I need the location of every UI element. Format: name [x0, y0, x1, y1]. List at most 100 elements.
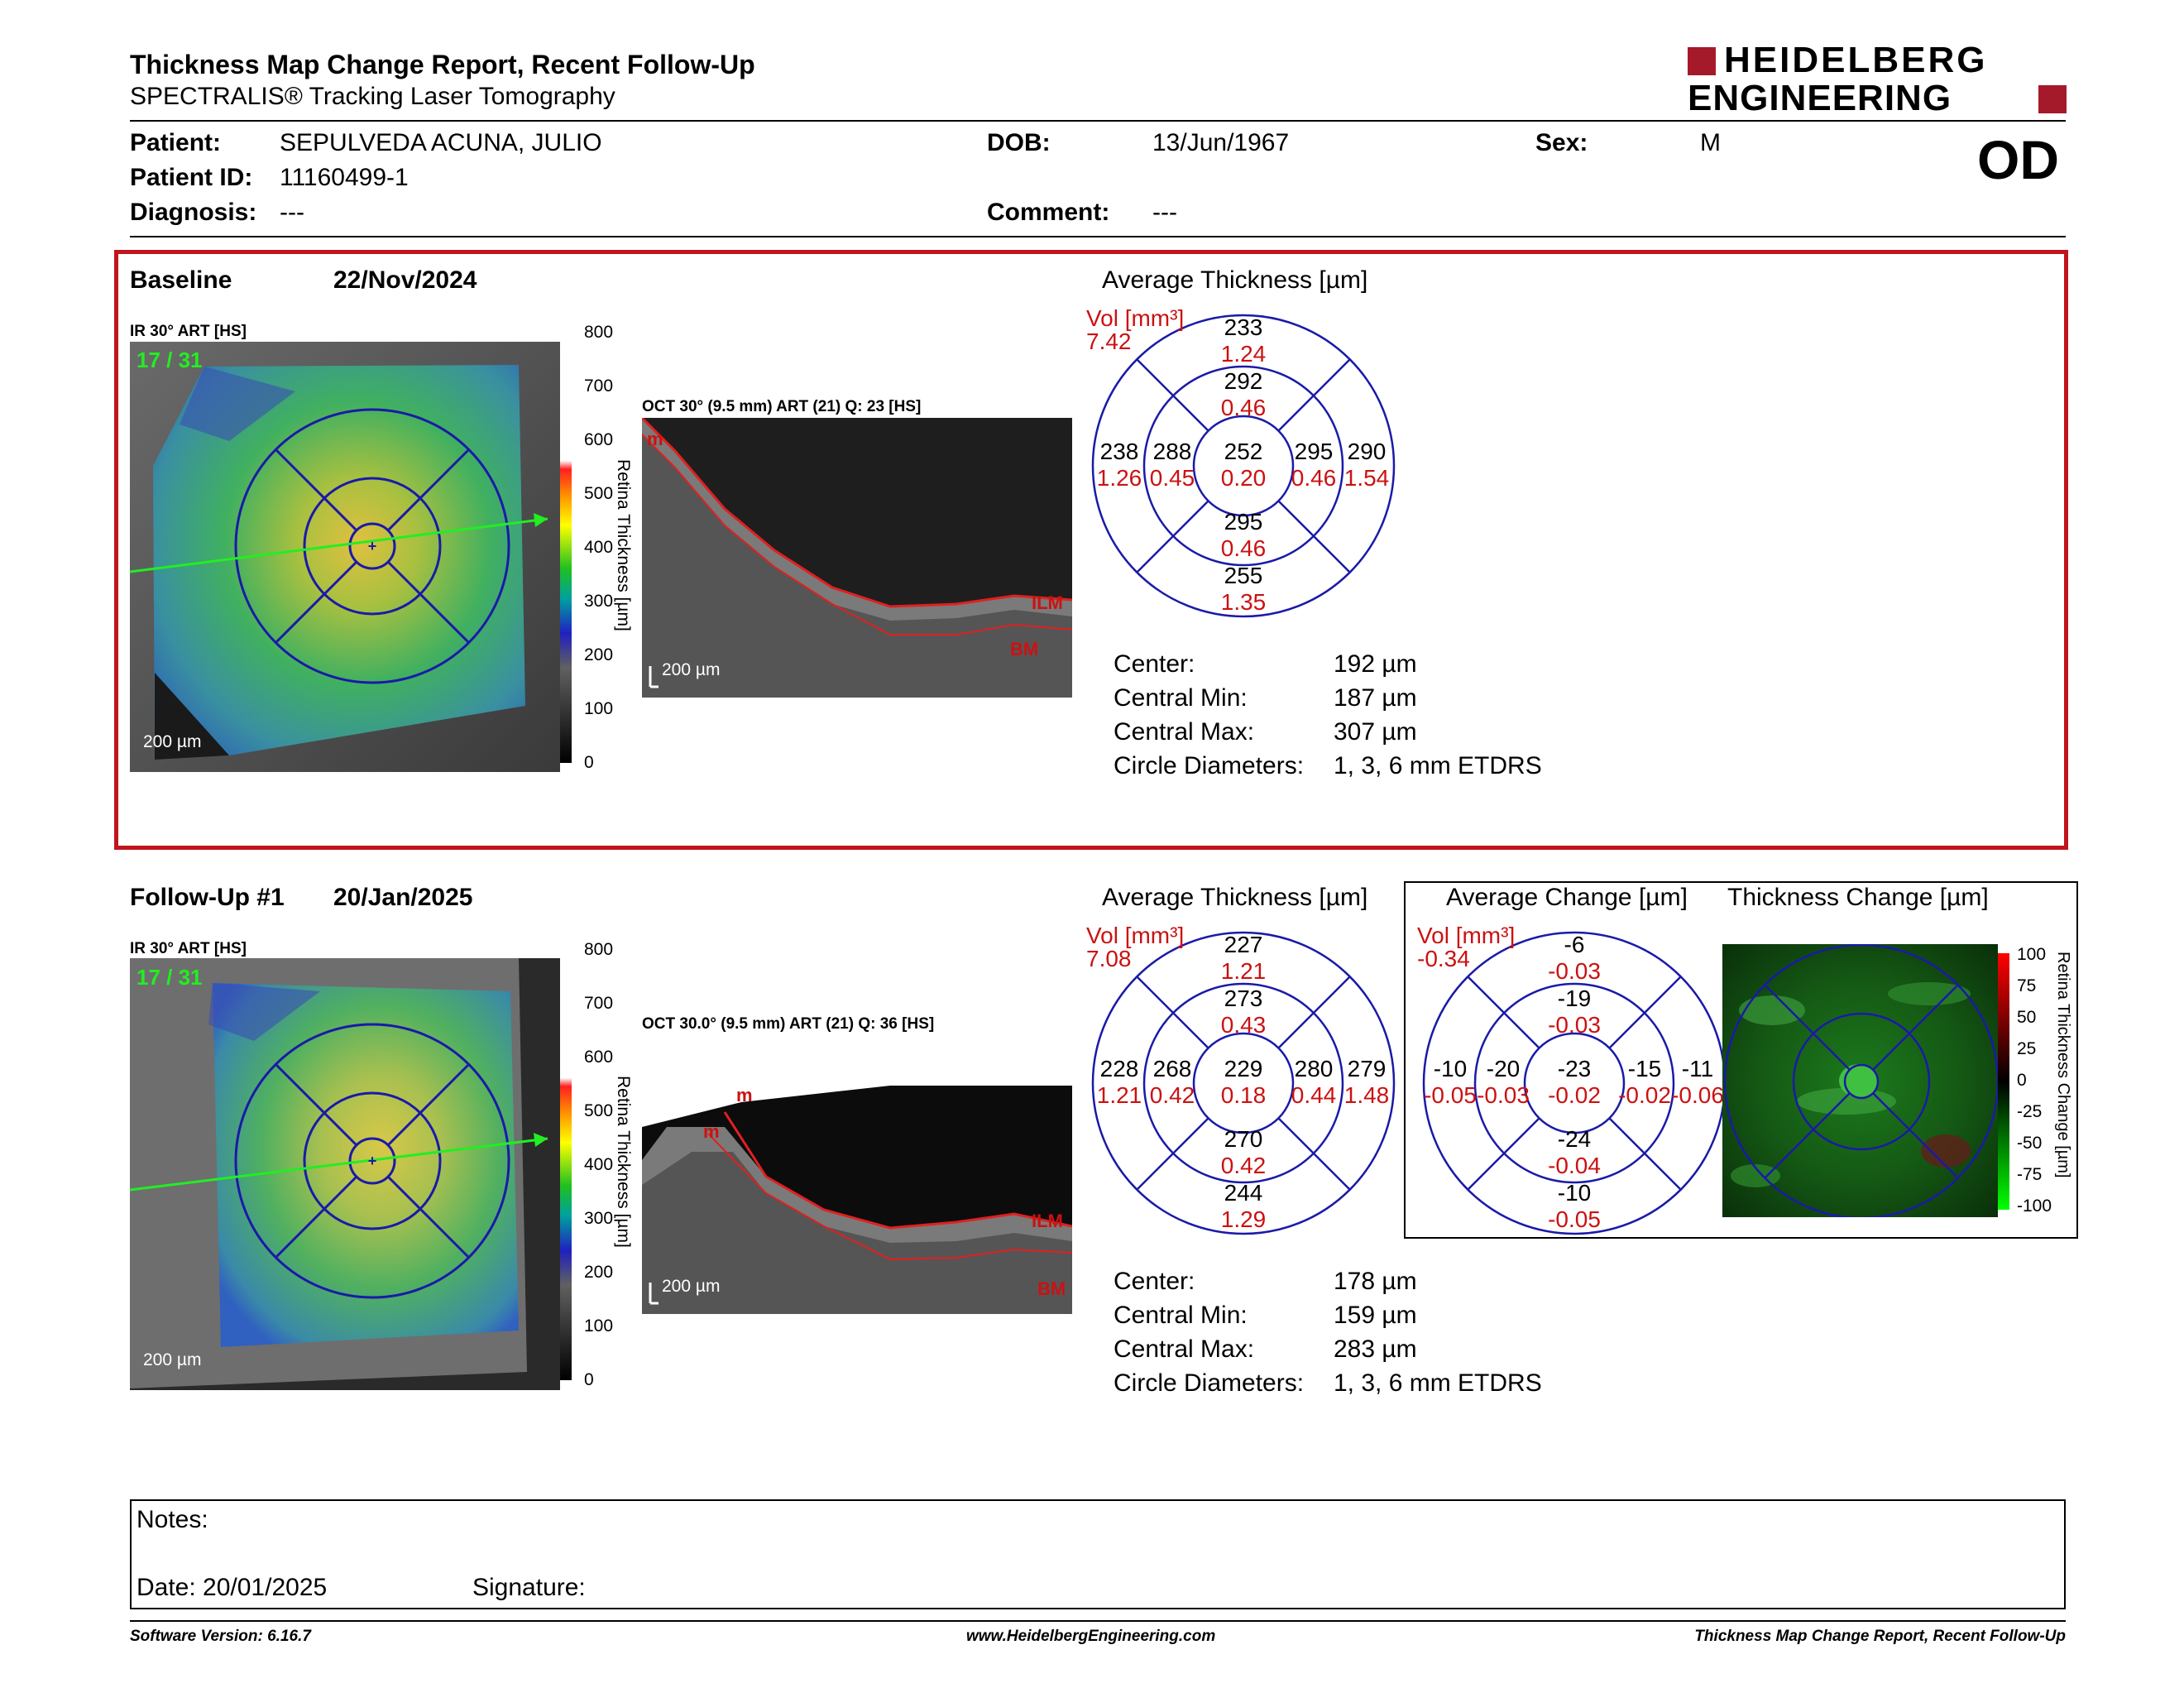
tick-label: 0 [584, 753, 594, 772]
followup-map-scale: 200 µm [143, 1350, 202, 1369]
followup-ir-title: IR 30° ART [HS] [130, 940, 247, 957]
followup-oct-scale: 200 µm [662, 1277, 721, 1296]
tick-label: 600 [584, 1048, 614, 1067]
followup-oct-m2-label: m [703, 1121, 720, 1142]
baseline-oct-m-label: m [647, 429, 663, 449]
patient-id-label: Patient ID: [130, 164, 253, 191]
change-colorbar-ticks: 100 75 50 25 0 -25 -50 -75 -100 [2012, 945, 2062, 1218]
sex-value: M [1700, 129, 1721, 156]
tick-label: 200 [584, 1263, 614, 1282]
diagnosis-label: Diagnosis: [130, 199, 257, 226]
baseline-stat-label: Center: [1114, 650, 1195, 678]
baseline-oct-scale: 200 µm [662, 660, 721, 679]
baseline-frame [114, 250, 2068, 850]
footer-report-name: Thickness Map Change Report, Recent Foll… [1694, 1628, 2066, 1645]
tick-label: 600 [584, 430, 614, 449]
tick-label: 800 [584, 940, 614, 959]
patient-rule [130, 236, 2066, 237]
report-title: Thickness Map Change Report, Recent Foll… [130, 50, 755, 79]
tick-label: 0 [584, 1370, 594, 1389]
followup-sector-outer-right: 279 1.48 [1343, 1056, 1390, 1108]
baseline-stat-value: 192 µm [1334, 650, 1417, 678]
tick-label: 300 [584, 1209, 614, 1228]
followup-oct-scan [642, 1036, 1072, 1314]
dob-value: 13/Jun/1967 [1152, 129, 1290, 156]
tick-label: 300 [584, 592, 614, 611]
tick-label: 100 [2017, 945, 2047, 964]
followup-stat-value: 283 µm [1334, 1336, 1417, 1363]
baseline-sector-outer-top: 233 1.24 [1220, 314, 1267, 367]
followup-vol-value: 7.08 [1086, 946, 1132, 971]
logo-text-bottom: ENGINEERING [1688, 78, 1952, 118]
baseline-sector-outer-bottom: 255 1.35 [1220, 563, 1267, 615]
baseline-frame-counter: 17 / 31 [136, 348, 203, 372]
change-vol-label: Vol [mm³] [1417, 923, 1516, 948]
eye-indicator: OD [1977, 129, 2059, 190]
baseline-sector-inner-bottom: 295 0.46 [1220, 509, 1267, 561]
dob-label: DOB: [987, 129, 1051, 156]
baseline-label: Baseline [130, 266, 232, 294]
tick-label: 100 [584, 699, 614, 718]
change-etdrs-title: Average Change [µm] [1446, 884, 1688, 911]
tick-label: -50 [2017, 1134, 2043, 1153]
baseline-stat-label: Central Max: [1114, 718, 1255, 746]
baseline-colorbar [560, 331, 572, 763]
followup-stat-label: Circle Diameters: [1114, 1369, 1305, 1397]
notes-box: Notes: Date: 20/01/2025 Signature: [130, 1499, 2066, 1609]
comment-label: Comment: [987, 199, 1110, 226]
followup-frame-counter: 17 / 31 [136, 965, 203, 990]
change-colorbar [1998, 953, 2009, 1210]
logo-text-top: HEIDELBERG [1724, 40, 1988, 80]
footer-software-version: Software Version: 6.16.7 [130, 1628, 311, 1645]
footer-rule [130, 1620, 2066, 1622]
thickness-change-map [1722, 944, 1998, 1217]
followup-stat-label: Central Min: [1114, 1302, 1248, 1329]
followup-thickness-map: + [130, 958, 560, 1390]
followup-sector-inner-left: 268 0.42 [1149, 1056, 1195, 1108]
followup-etdrs-grid [1091, 931, 1396, 1235]
tick-label: -100 [2017, 1196, 2052, 1216]
tick-label: -25 [2017, 1102, 2043, 1121]
header-rule [130, 120, 2066, 122]
followup-stat-value: 159 µm [1334, 1302, 1417, 1329]
logo-square-bottom [2038, 85, 2067, 113]
followup-oct-m-label: m [736, 1085, 753, 1105]
followup-label: Follow-Up #1 [130, 884, 285, 911]
sex-label: Sex: [1535, 129, 1588, 156]
baseline-stat-label: Central Min: [1114, 684, 1248, 712]
svg-text:+: + [368, 1153, 377, 1169]
followup-sector-center: 229 0.18 [1220, 1056, 1267, 1108]
tick-label: 75 [2017, 976, 2037, 995]
signature-label: Signature: [472, 1574, 586, 1601]
tick-label: 700 [584, 376, 614, 396]
tick-label: 400 [584, 538, 614, 557]
patient-label: Patient: [130, 129, 222, 156]
baseline-thickness-map: + [130, 342, 560, 772]
tick-label: 0 [2017, 1071, 2027, 1090]
heidelberg-logo: HEIDELBERG ENGINEERING [1688, 42, 2068, 118]
change-sector-inner-left: -20 -0.03 [1477, 1056, 1530, 1108]
baseline-etdrs-grid [1091, 314, 1396, 618]
tick-label: 800 [584, 323, 614, 342]
tick-label: 500 [584, 484, 614, 503]
followup-oct-bm-label: BM [1037, 1278, 1066, 1299]
change-vol-value: -0.34 [1417, 946, 1470, 971]
patient-name: SEPULVEDA ACUNA, JULIO [280, 129, 602, 156]
tick-label: 700 [584, 994, 614, 1013]
baseline-stat-value: 1, 3, 6 mm ETDRS [1334, 752, 1542, 779]
followup-sector-inner-top: 273 0.43 [1220, 985, 1267, 1038]
followup-vol-label: Vol [mm³] [1086, 923, 1185, 948]
tick-label: 400 [584, 1155, 614, 1174]
baseline-ir-title: IR 30° ART [HS] [130, 323, 247, 340]
change-sector-outer-right: -11 -0.06 [1671, 1056, 1724, 1108]
change-sector-inner-top: -19 -0.03 [1548, 985, 1601, 1038]
footer-website-link[interactable]: www.HeidelbergEngineering.com [966, 1628, 1216, 1645]
followup-etdrs-title: Average Thickness [µm] [1102, 884, 1368, 911]
tick-label: 50 [2017, 1008, 2037, 1027]
tick-label: 25 [2017, 1039, 2037, 1058]
followup-stat-value: 178 µm [1334, 1268, 1417, 1295]
baseline-sector-inner-right: 295 0.46 [1291, 439, 1337, 491]
baseline-oct-scan [642, 418, 1072, 698]
baseline-sector-inner-top: 292 0.46 [1220, 368, 1267, 420]
followup-stat-label: Center: [1114, 1268, 1195, 1295]
